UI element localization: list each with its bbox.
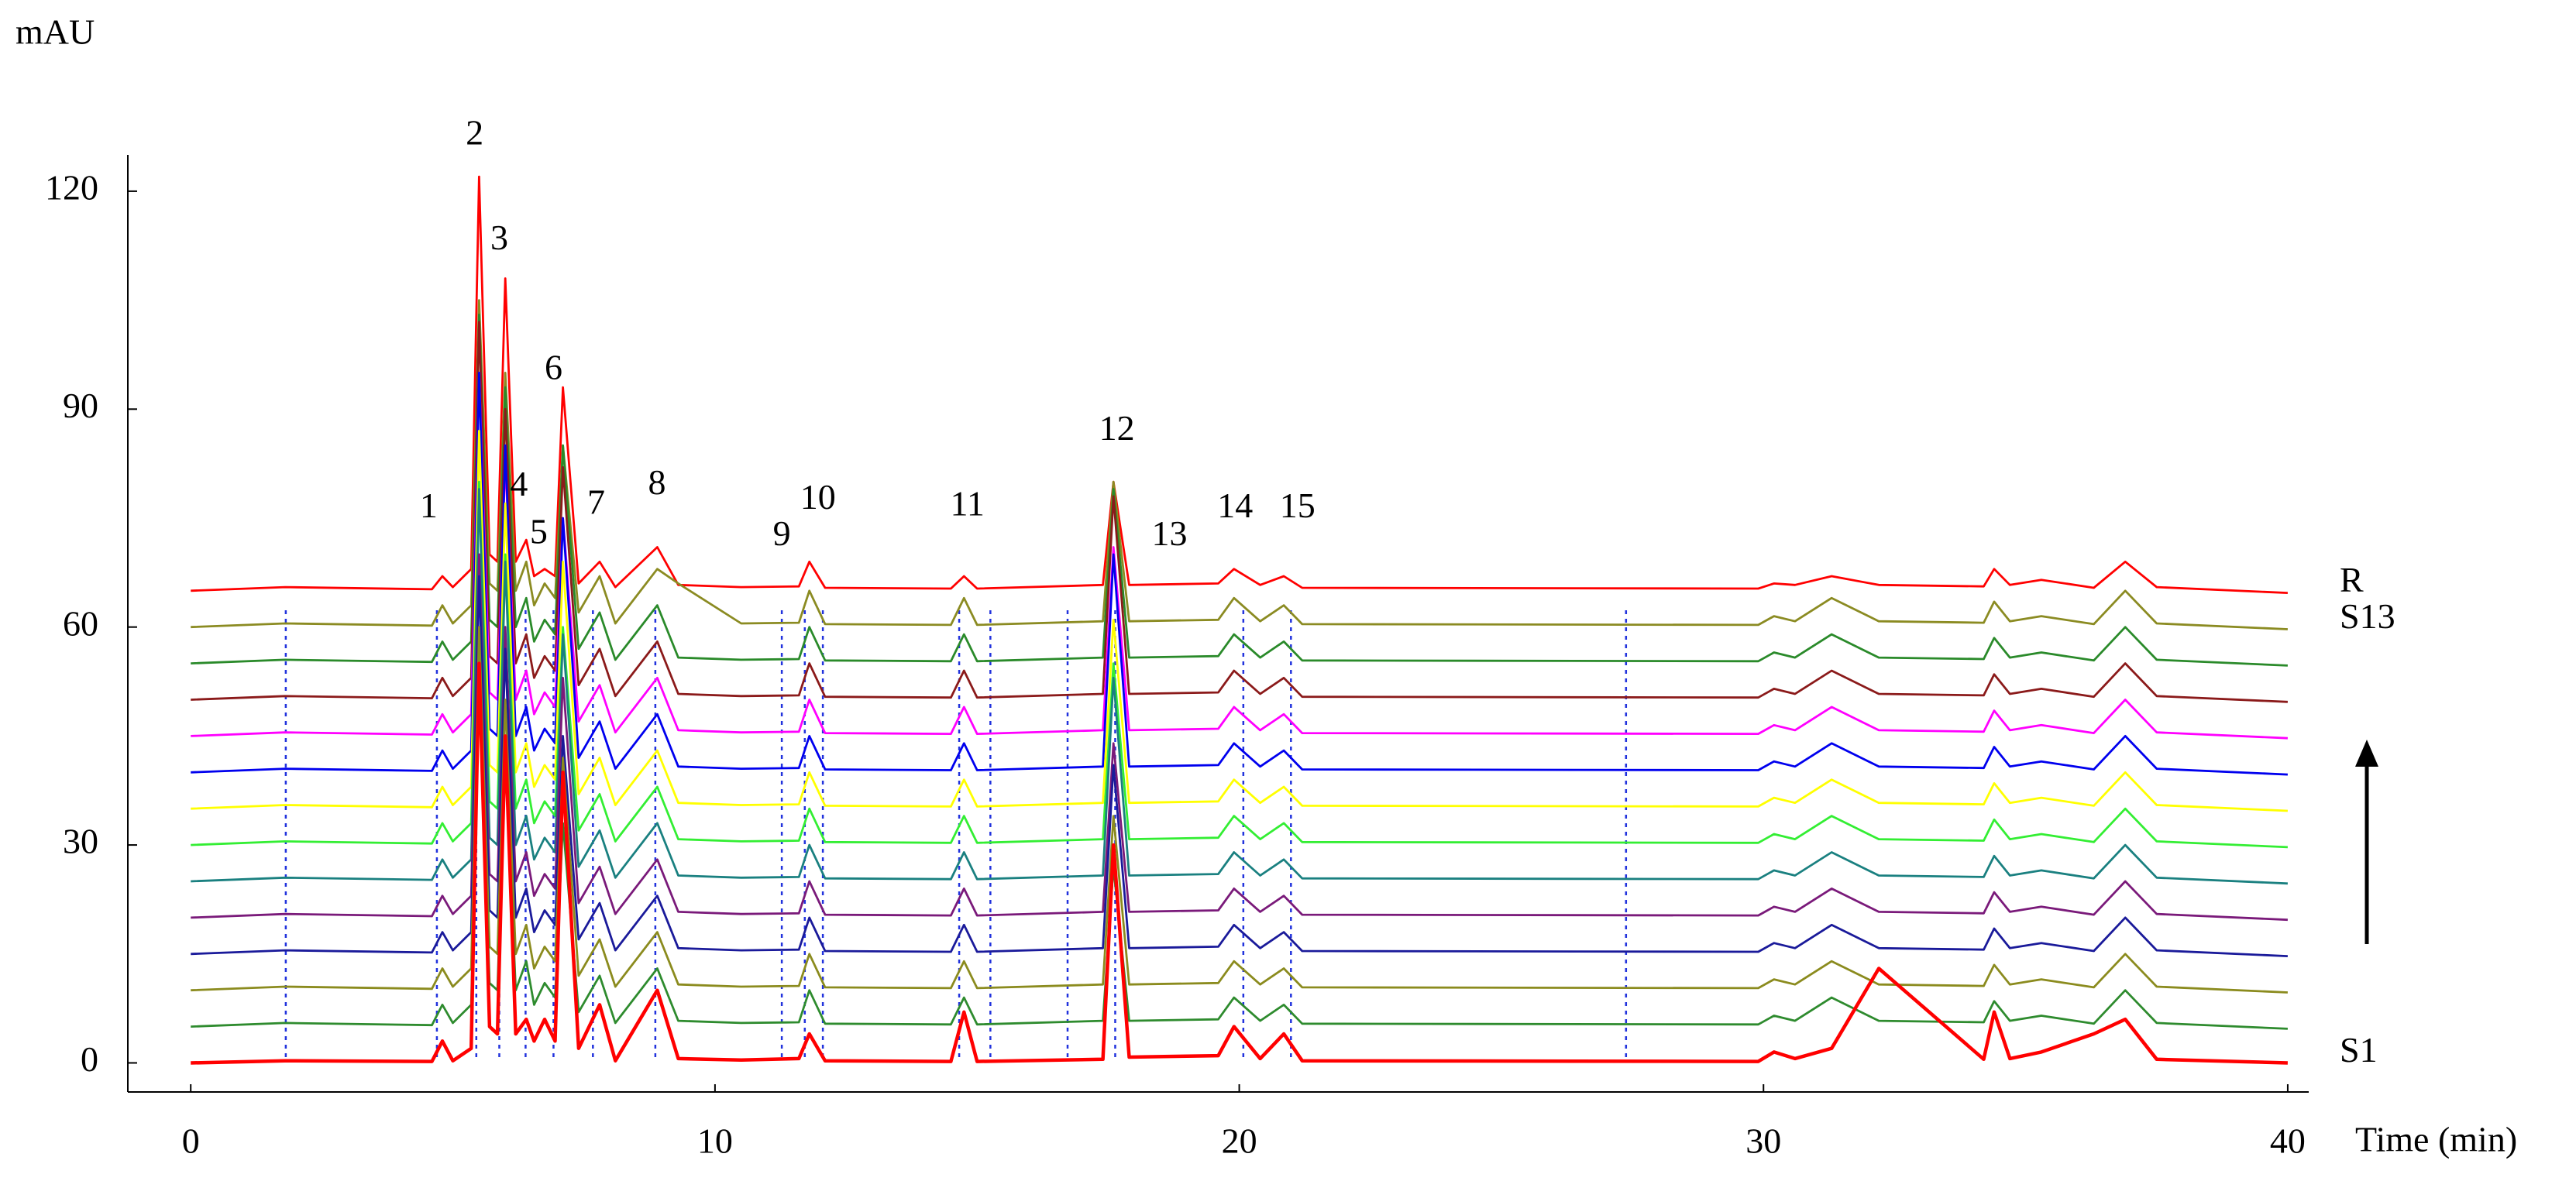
peak-label: 3 — [490, 218, 508, 257]
trace-line — [191, 430, 2288, 812]
trace-line — [191, 575, 2288, 957]
trace-line — [191, 314, 2288, 667]
trace-line — [191, 488, 2288, 885]
peak-label: 13 — [1151, 513, 1187, 553]
peak-label: 7 — [587, 482, 605, 522]
x-tick-label: 40 — [2270, 1121, 2306, 1161]
x-tick-label: 30 — [1745, 1121, 1781, 1161]
peak-label: 2 — [466, 113, 483, 153]
peak-label: 6 — [545, 348, 562, 387]
peak-label: 8 — [648, 462, 666, 502]
trace-line — [191, 661, 2288, 1065]
peak-label: 11 — [951, 484, 985, 524]
series-label: S1 — [2340, 1030, 2378, 1070]
peak-label: 9 — [773, 513, 791, 553]
peak-label: 1 — [420, 486, 438, 525]
series-label: R — [2340, 560, 2364, 599]
trace-line — [191, 321, 2288, 703]
peak-label: 15 — [1280, 486, 1316, 525]
x-tick-label: 0 — [182, 1121, 200, 1161]
arrow-head — [2355, 740, 2378, 767]
y-tick-label: 90 — [63, 386, 98, 425]
peak-label: 4 — [510, 464, 528, 503]
x-tick-label: 20 — [1222, 1121, 1257, 1161]
trace-line — [191, 299, 2288, 630]
y-tick-label: 120 — [45, 167, 98, 207]
y-tick-label: 0 — [81, 1039, 98, 1079]
peak-label: 12 — [1099, 408, 1135, 448]
series-label: S13 — [2340, 596, 2395, 636]
x-axis-label: Time (min) — [2355, 1120, 2517, 1159]
trace-line — [191, 626, 2288, 994]
peak-label: 14 — [1217, 486, 1253, 525]
y-tick-label: 60 — [63, 603, 98, 643]
y-tick-label: 30 — [63, 822, 98, 861]
peak-label: 5 — [530, 512, 548, 551]
x-tick-label: 10 — [697, 1121, 733, 1161]
peak-label: 10 — [800, 477, 836, 517]
y-axis-label: mAU — [15, 12, 95, 52]
